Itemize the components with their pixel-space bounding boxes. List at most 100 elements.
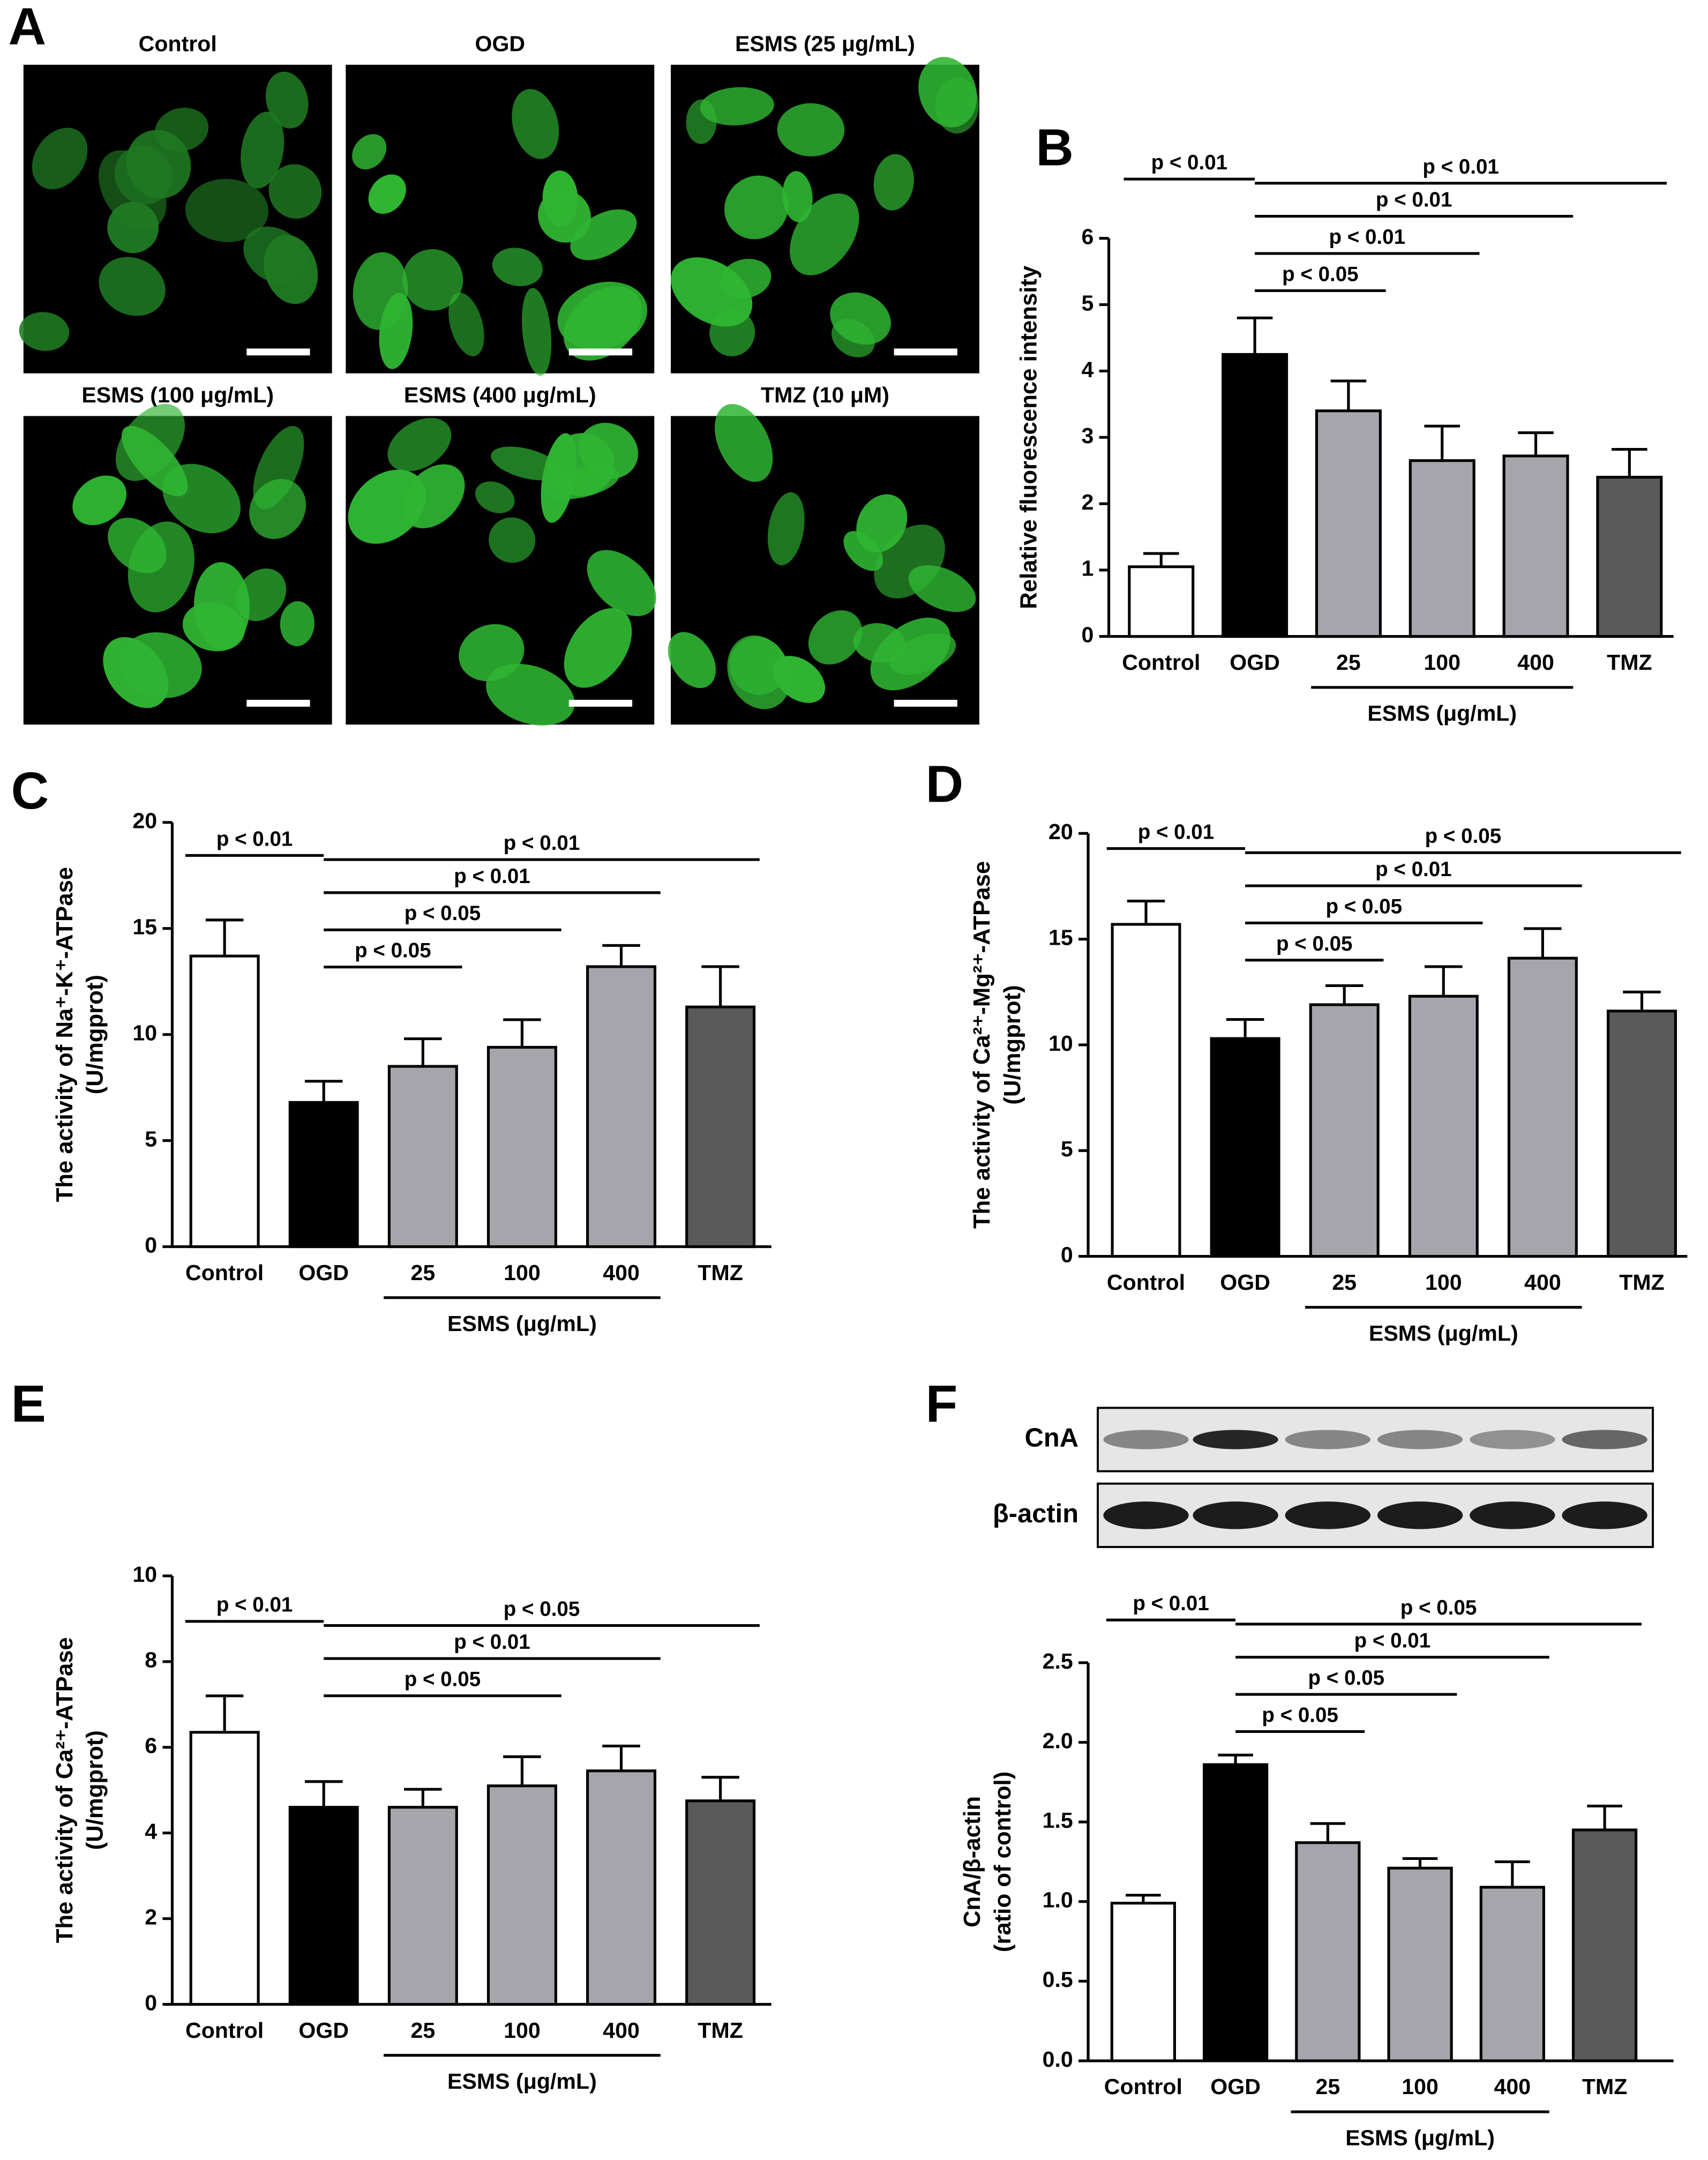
y-tick-label: 2 [145, 1904, 157, 1929]
blot-frame [1097, 1482, 1654, 1548]
x-tick-label: Control [1122, 650, 1200, 675]
x-tick-label: OGD [1210, 2074, 1261, 2099]
cell [873, 154, 914, 211]
bar [486, 1784, 557, 2006]
cell [808, 610, 863, 665]
x-tick-label: 400 [1494, 2074, 1531, 2099]
bar [1479, 1886, 1545, 2062]
significance-label: p < 0.01 [1151, 151, 1228, 174]
blot-band [1470, 1430, 1555, 1449]
cell [115, 403, 185, 481]
cell [727, 635, 791, 709]
y-tick-label: 20 [1048, 819, 1073, 844]
x-tick-label: 400 [1524, 1270, 1561, 1295]
cell [268, 164, 322, 219]
y-tick-label: 1.5 [1043, 1808, 1073, 1833]
y-axis-label: (ratio of control) [990, 1772, 1016, 1952]
significance-label: p < 0.05 [1262, 1703, 1338, 1726]
cell [182, 602, 245, 652]
cell [19, 312, 70, 351]
bar [387, 1065, 458, 1249]
x-tick-label: OGD [298, 1260, 349, 1285]
cell [387, 418, 452, 472]
cell [853, 623, 906, 663]
significance-label: p < 0.01 [1375, 858, 1452, 881]
bar [1606, 1010, 1677, 1258]
bar [1502, 454, 1569, 638]
bar [1409, 459, 1475, 638]
cell [103, 637, 169, 708]
x-tick-label: TMZ [698, 2018, 743, 2043]
cell [908, 565, 976, 612]
scale-bar [568, 348, 633, 356]
cell [128, 521, 194, 612]
bar [586, 965, 657, 1249]
x-tick-label: TMZ [1607, 650, 1652, 675]
significance-label: p < 0.05 [1400, 1596, 1477, 1619]
cell [155, 108, 209, 152]
significance-label: p < 0.05 [1326, 895, 1403, 918]
x-tick-label: 25 [410, 1260, 435, 1285]
blot-band [1285, 1430, 1371, 1449]
bar [1128, 565, 1195, 638]
cell [709, 309, 755, 356]
scale-bar [568, 699, 633, 707]
cell [402, 249, 463, 311]
y-tick-label: 3 [1081, 423, 1093, 448]
x-tick-label: 100 [1424, 650, 1460, 675]
x-tick-label: 25 [1315, 2074, 1340, 2099]
cell [831, 319, 875, 357]
y-tick-label: 15 [132, 915, 157, 939]
cell [32, 128, 88, 190]
micrograph-title: TMZ (10 μM) [761, 383, 889, 407]
cell [715, 403, 773, 482]
scale-bar [894, 348, 957, 356]
y-tick-label: 0 [145, 1232, 157, 1257]
cell [542, 170, 578, 227]
y-tick-label: 10 [1048, 1031, 1073, 1056]
x-tick-label: TMZ [698, 1260, 743, 1285]
cell [236, 568, 287, 622]
group-label: ESMS (μg/mL) [447, 2069, 597, 2094]
y-tick-label: 6 [1081, 225, 1093, 249]
y-tick-label: 15 [1048, 925, 1073, 950]
bar [1111, 923, 1181, 1258]
blot-frame [1097, 1407, 1654, 1473]
significance-label: p < 0.05 [404, 902, 481, 925]
cell [265, 71, 309, 129]
x-tick-label: Control [185, 2018, 264, 2043]
bar [189, 954, 260, 1249]
cell [668, 632, 716, 688]
cell [243, 226, 306, 284]
cell [570, 209, 637, 260]
cell [492, 248, 543, 287]
y-tick-label: 0 [1061, 1242, 1073, 1267]
y-tick-label: 0 [1081, 623, 1093, 647]
bar [1309, 1003, 1380, 1258]
cell [889, 633, 956, 675]
y-tick-label: 4 [1081, 357, 1093, 382]
panel-letter: F [926, 1374, 958, 1433]
y-axis-label: The activity of Na⁺-K⁺-ATPase [51, 867, 78, 1202]
cell [99, 150, 167, 230]
x-tick-label: OGD [1230, 650, 1280, 675]
cell [280, 601, 314, 646]
x-tick-label: 100 [1425, 1270, 1462, 1295]
x-tick-label: Control [1107, 1270, 1185, 1295]
y-axis-label: The activity of Ca²⁺-ATPase [51, 1637, 78, 1943]
x-tick-label: 100 [1402, 2074, 1439, 2099]
blot-band [1193, 1501, 1278, 1529]
blot-band [1470, 1501, 1555, 1529]
significance-label: p < 0.01 [1354, 1630, 1431, 1653]
panel-letter: A [9, 0, 47, 55]
y-tick-label: 2 [1081, 490, 1093, 514]
bar [486, 1045, 557, 1249]
y-tick-label: 8 [145, 1648, 157, 1672]
blot-label: CnA [1025, 1423, 1078, 1452]
x-tick-label: 400 [603, 2018, 640, 2043]
bar [586, 1769, 657, 2006]
panel-letter: B [1036, 118, 1074, 177]
blot-band [1377, 1501, 1463, 1529]
micrograph-title: ESMS (100 μg/mL) [81, 383, 274, 407]
